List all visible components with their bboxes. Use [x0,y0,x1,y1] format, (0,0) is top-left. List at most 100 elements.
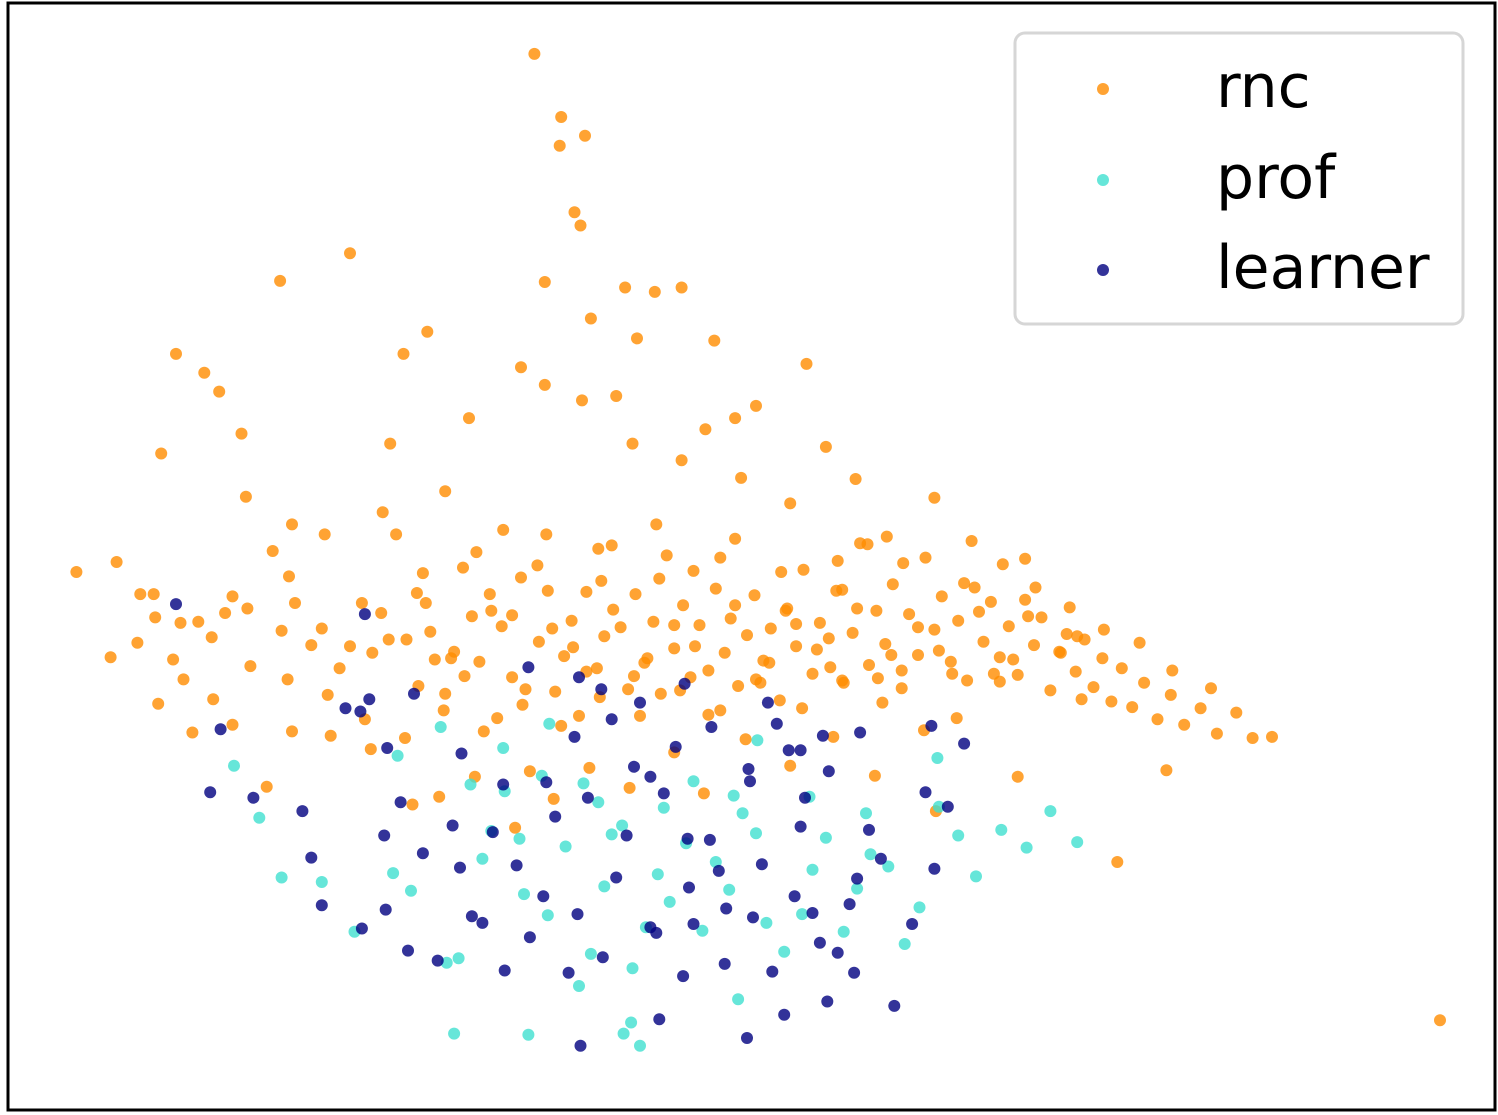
legend-marker-learner [1097,264,1109,276]
legend-label-rnc: rnc [1216,52,1311,122]
point-learner [843,898,856,911]
point-learner [634,696,646,709]
point-rnc [668,642,681,655]
point-prof [584,947,597,960]
point-rnc [376,506,389,519]
point-learner [363,693,376,706]
point-rnc [1151,713,1164,726]
point-rnc [928,623,941,636]
point-learner [562,966,575,979]
point-prof [931,752,944,764]
point-rnc [687,564,700,577]
point-rnc [590,662,603,675]
point-rnc [741,629,753,642]
point-rnc [750,673,762,686]
point-learner [941,800,954,813]
point-prof [860,807,872,820]
point-rnc [958,577,971,590]
point-rnc [1011,770,1024,783]
point-rnc [764,622,777,635]
point-learner [465,910,478,923]
point-learner [571,908,584,921]
point-rnc [147,588,160,601]
point-rnc [1133,636,1146,649]
point-learner [537,890,550,903]
point-rnc [532,635,545,648]
point-rnc [318,528,331,541]
point-prof [837,925,850,938]
point-prof [543,717,556,730]
point-learner [712,864,725,877]
point-rnc [286,518,298,531]
point-rnc [1178,718,1191,731]
point-rnc [213,385,226,398]
point-rnc [1075,693,1088,706]
point-rnc [167,653,180,666]
point-learner [355,922,368,935]
point-rnc [583,761,596,774]
point-learner [747,911,759,924]
point-learner [782,744,795,757]
point-rnc [836,674,849,687]
point-rnc [364,743,377,756]
point-learner [653,1013,666,1026]
point-rnc [944,655,957,668]
point-prof [275,871,288,884]
point-rnc [895,664,908,677]
point-rnc [568,206,581,219]
point-learner [574,1039,587,1052]
point-learner [381,742,394,754]
point-learner [766,965,779,978]
point-prof [577,777,590,790]
point-learner [431,954,444,967]
point-rnc [819,440,832,453]
point-rnc [702,708,715,721]
point-rnc [1063,601,1076,614]
point-rnc [419,597,432,609]
point-learner [446,819,459,832]
point-rnc [174,616,187,629]
point-learner [741,1032,753,1044]
point-rnc [1087,681,1100,694]
point-prof [522,1028,535,1041]
point-rnc [1060,628,1073,640]
point-rnc [824,661,837,674]
point-rnc [876,696,889,709]
point-learner [650,926,663,939]
point-rnc [491,712,504,725]
point-rnc [281,673,294,686]
point-rnc [605,539,618,552]
point-rnc [996,558,1009,571]
point-rnc [631,332,643,345]
point-rnc [709,582,722,595]
point-rnc [186,726,199,739]
point-learner [305,851,318,864]
point-rnc [592,542,605,555]
point-rnc [708,334,721,347]
point-rnc [595,574,608,587]
point-rnc [1115,662,1128,675]
point-rnc [485,604,498,617]
point-learner [315,899,328,912]
point-rnc [366,646,379,659]
point-rnc [735,471,748,484]
point-rnc [375,607,388,619]
point-prof [778,945,791,958]
point-rnc [1019,552,1032,565]
point-prof [1071,836,1084,849]
point-rnc [797,563,810,576]
point-learner [354,705,367,718]
point-rnc [790,640,803,653]
series-learner [170,598,971,1052]
point-rnc [70,566,83,578]
point-rnc [275,624,288,637]
point-rnc [763,656,776,669]
point-learner [416,847,429,860]
point-prof [932,800,945,813]
legend-box [1013,31,1465,326]
point-learner [379,903,392,916]
point-rnc [241,602,254,615]
point-rnc [718,646,731,659]
point-rnc [1044,684,1057,697]
point-rnc [1028,639,1040,652]
